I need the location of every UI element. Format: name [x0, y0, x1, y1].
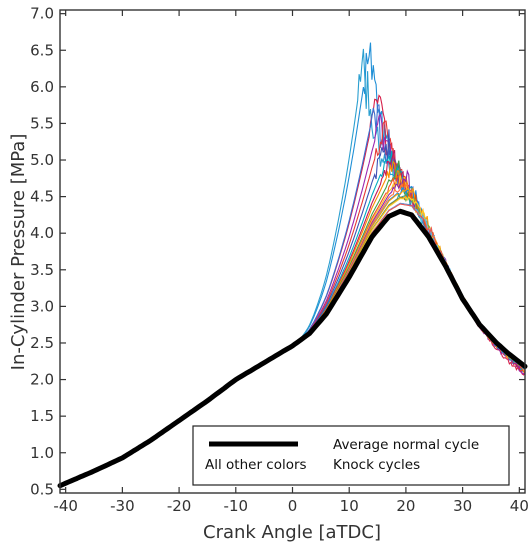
x-tick-label: 10: [340, 497, 359, 515]
y-tick-label: 5.5: [30, 114, 54, 132]
x-tick-label: 20: [396, 497, 415, 515]
legend-other-colors-label: All other colors: [205, 457, 307, 473]
y-tick-label: 7.0: [30, 5, 54, 23]
legend: Average normal cycle All other colors Kn…: [192, 425, 510, 486]
knock-cycle-line-2: [59, 48, 526, 487]
y-tick-label: 3.0: [30, 297, 54, 315]
x-axis-label: Crank Angle [aTDC]: [203, 522, 381, 543]
x-tick-label: -10: [224, 497, 249, 515]
x-tick-label: -40: [53, 497, 78, 515]
y-tick-label: 4.5: [30, 188, 54, 206]
y-tick-label: 2.5: [30, 334, 54, 352]
y-tick-label: 1.5: [30, 407, 54, 425]
x-tick-label: 40: [510, 497, 529, 515]
average-normal-cycle-line: [57, 208, 528, 489]
x-tick-label: 30: [453, 497, 472, 515]
legend-box: [192, 425, 510, 486]
axis-ticks: -40 -30 -20 -10 0 10 20 30 40 0.5 1.0 1.5 2.0 2.5 3.0 3…: [30, 5, 529, 515]
y-tick-label: 4.0: [30, 224, 54, 242]
legend-knock-label: Knock cycles: [333, 457, 420, 473]
y-tick-label: 6.0: [30, 78, 54, 96]
y-tick-label: 2.0: [30, 371, 54, 389]
y-tick-label: 0.5: [30, 480, 54, 498]
x-tick-label: -20: [167, 497, 192, 515]
knock-cycles-series: [59, 42, 526, 487]
x-tick-label: -30: [110, 497, 135, 515]
legend-average-label: Average normal cycle: [333, 437, 479, 453]
y-tick-label: 1.0: [30, 444, 54, 462]
knock-cycle-line-1: [59, 42, 526, 487]
x-tick-label: 0: [288, 497, 298, 515]
y-tick-label: 3.5: [30, 261, 54, 279]
y-tick-label: 5.0: [30, 151, 54, 169]
y-tick-label: 6.5: [30, 41, 54, 59]
plot-frame: [59, 9, 526, 494]
y-axis-label: In-Cylinder Pressure [MPa]: [8, 134, 29, 371]
